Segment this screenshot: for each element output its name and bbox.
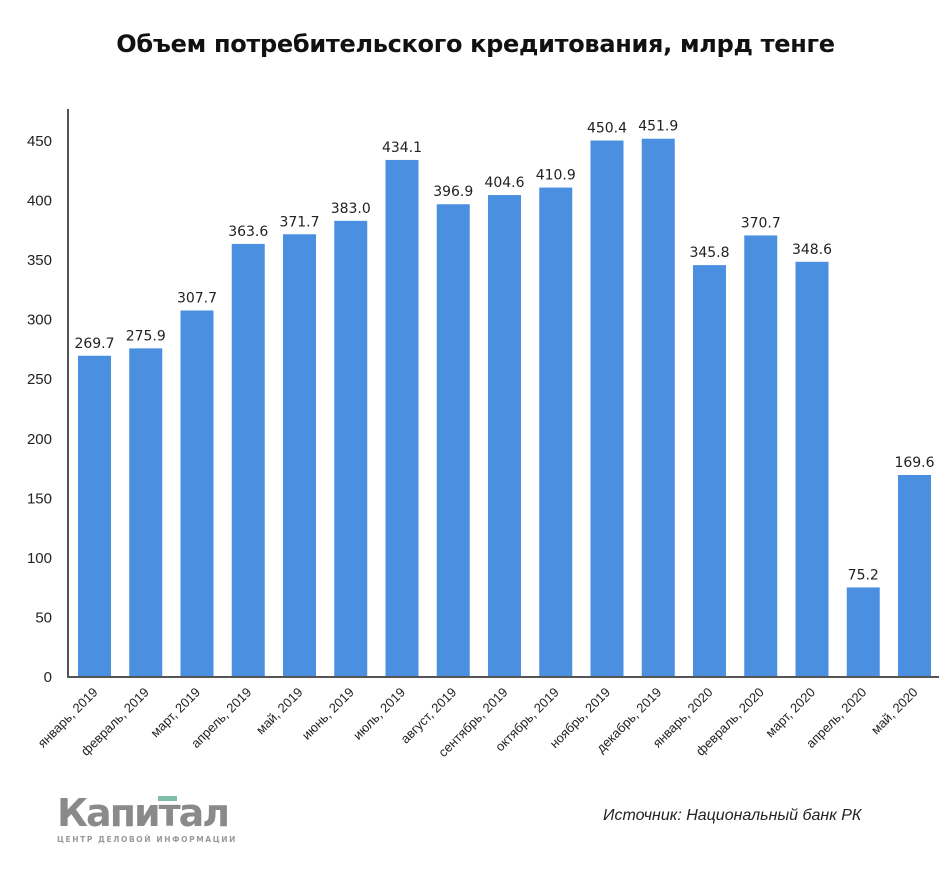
source-note: Источник: Национальный банк РК xyxy=(603,807,862,824)
y-tick-label: 450 xyxy=(27,133,52,150)
x-tick-label: май, 2019 xyxy=(253,685,306,738)
bar-value-labels: 269.7 275.9 307.7 363.6 371.7 383.0 434.1 396.9… xyxy=(74,119,934,584)
x-tick-label: март, 2019 xyxy=(147,685,203,741)
bar xyxy=(846,587,880,677)
y-tick-label: 250 xyxy=(27,371,52,388)
y-tick-label: 50 xyxy=(35,609,52,626)
bar-value-label: 363.6 xyxy=(228,224,268,240)
x-tick-label: май, 2020 xyxy=(868,685,921,738)
bar xyxy=(693,265,726,677)
y-tick-label: 300 xyxy=(27,312,52,329)
bar-value-label: 307.7 xyxy=(177,290,217,306)
y-axis-ticks: 0 50 100 150 200 250 300 350 400 450 xyxy=(27,133,52,686)
bar xyxy=(488,195,521,677)
bar-value-label: 410.9 xyxy=(536,168,576,184)
bar-value-label: 169.6 xyxy=(894,455,934,471)
bar xyxy=(744,235,778,677)
bar xyxy=(436,204,470,678)
x-tick-label: март, 2020 xyxy=(762,685,818,741)
bar xyxy=(539,187,573,677)
y-tick-label: 100 xyxy=(27,550,52,567)
bar-value-label: 450.4 xyxy=(587,121,627,137)
logo-accent-bar xyxy=(158,796,177,801)
bar xyxy=(283,234,316,677)
bar-value-label: 383.0 xyxy=(331,201,371,217)
bar-value-label: 451.9 xyxy=(638,119,678,135)
bar xyxy=(795,261,829,677)
bar-value-label: 345.8 xyxy=(689,245,729,261)
x-tick-label: июнь, 2019 xyxy=(299,685,357,743)
bar xyxy=(129,348,163,677)
bar xyxy=(334,220,368,677)
bar-value-label: 75.2 xyxy=(848,567,879,583)
bars xyxy=(78,138,931,678)
y-tick-label: 0 xyxy=(44,669,52,686)
bar-value-label: 269.7 xyxy=(74,336,114,352)
bar-value-label: 434.1 xyxy=(382,140,422,156)
bar xyxy=(180,310,214,677)
y-tick-label: 200 xyxy=(27,431,52,448)
bar xyxy=(385,159,419,677)
y-tick-label: 350 xyxy=(27,252,52,269)
bar-chart: 0 50 100 150 200 250 300 350 400 450 269.7 275.9 30… xyxy=(27,109,939,760)
bar xyxy=(78,355,111,677)
bar xyxy=(641,138,675,678)
bar-value-label: 275.9 xyxy=(126,328,166,344)
y-tick-label: 150 xyxy=(27,490,52,507)
y-tick-label: 400 xyxy=(27,193,52,210)
logo-wordmark: Капитал xyxy=(57,791,230,835)
bar-value-label: 348.6 xyxy=(792,242,832,258)
logo-subtitle: ЦЕНТР ДЕЛОВОЙ ИНФОРМАЦИИ xyxy=(57,835,238,844)
bar xyxy=(231,243,265,678)
bar xyxy=(898,474,931,677)
chart-title: Объем потребительского кредитования, млр… xyxy=(116,30,835,58)
bar-value-label: 396.9 xyxy=(433,184,473,200)
bar-value-label: 404.6 xyxy=(484,175,524,191)
bar-value-label: 371.7 xyxy=(279,214,319,230)
kapital-logo: Капитал ЦЕНТР ДЕЛОВОЙ ИНФОРМАЦИИ xyxy=(57,794,237,844)
bar xyxy=(590,140,624,677)
bar-value-label: 370.7 xyxy=(741,215,781,231)
